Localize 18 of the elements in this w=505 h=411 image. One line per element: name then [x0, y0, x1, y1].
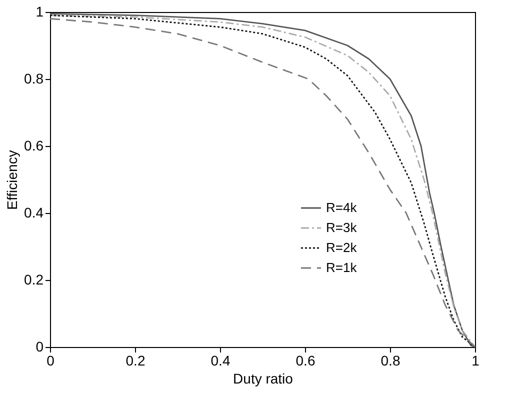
- x-tick-label: 0.8: [380, 352, 400, 368]
- x-tick-label: 0.4: [210, 352, 230, 368]
- y-tick-label: 1: [36, 4, 44, 20]
- y-axis-title: Efficiency: [4, 150, 20, 210]
- y-tick-label: 0.4: [24, 204, 44, 220]
- legend-label: R=3k: [326, 220, 358, 235]
- y-tick-label: 0.8: [24, 70, 44, 86]
- legend-label: R=2k: [326, 240, 358, 255]
- y-tick-label: 0: [36, 338, 44, 354]
- x-tick-label: 0.6: [296, 352, 316, 368]
- y-tick-label: 0.2: [24, 272, 44, 288]
- legend-label: R=1k: [326, 260, 358, 275]
- x-tick-label: 0: [46, 352, 55, 368]
- x-tick-label: 0.2: [126, 352, 146, 368]
- y-tick-label: 0.6: [24, 138, 44, 154]
- x-axis-title: Duty ratio: [233, 370, 294, 386]
- x-tick-label: 1: [472, 352, 480, 368]
- legend-label: R=4k: [326, 200, 358, 215]
